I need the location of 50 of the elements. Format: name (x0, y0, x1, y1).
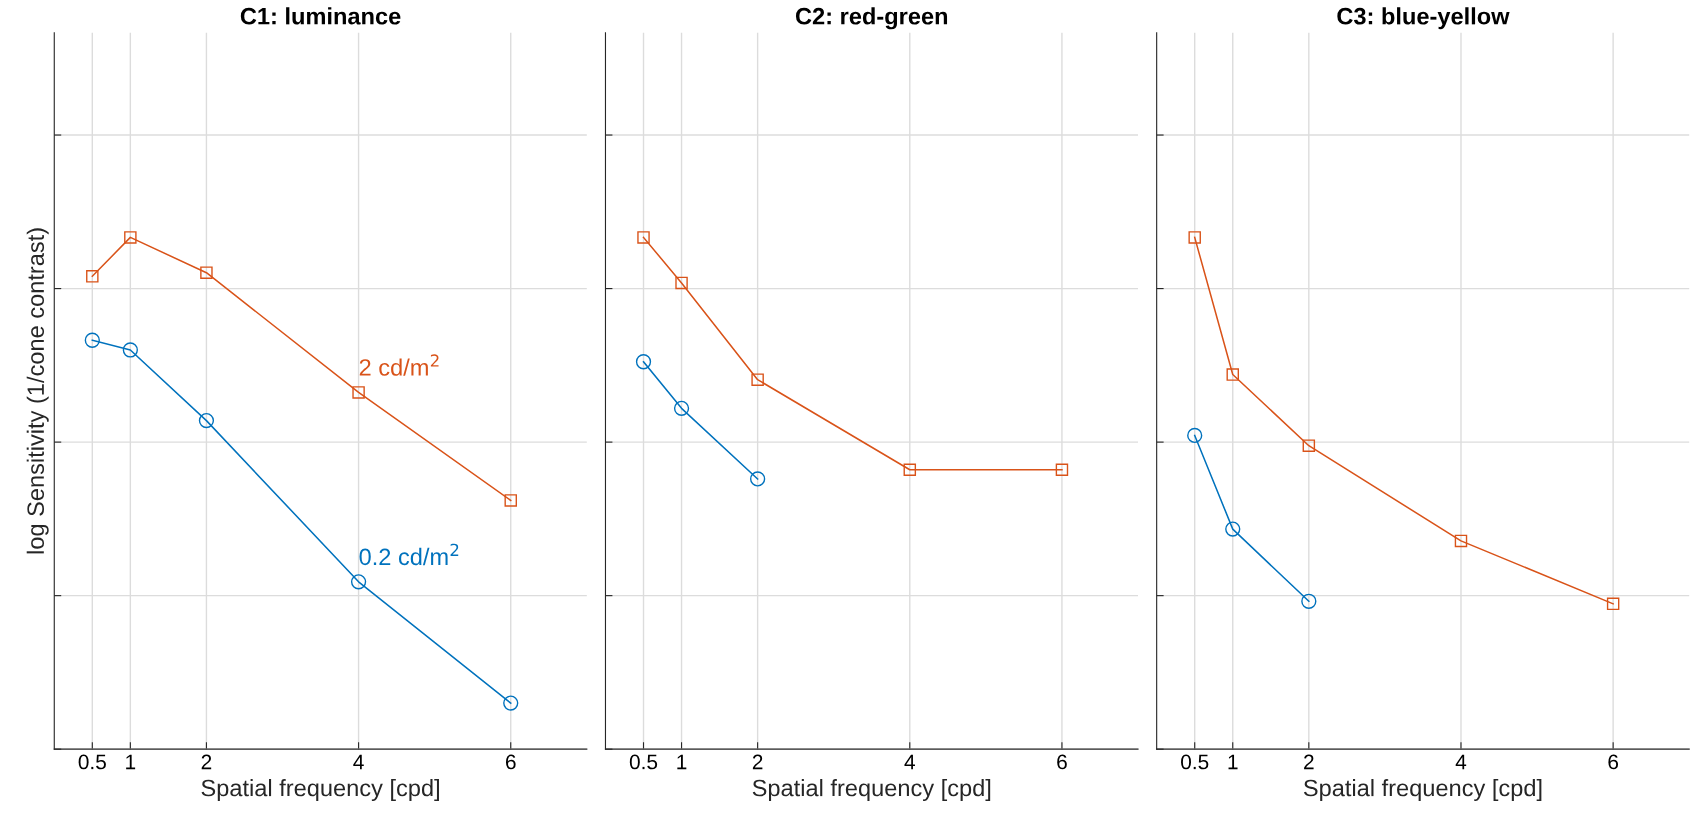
x-tick-label: 4 (353, 754, 364, 770)
y-axis-title: log Sensitivity (1/cone contrast) (26, 228, 49, 554)
point (751, 373, 764, 386)
point (749, 471, 766, 487)
point (1055, 463, 1069, 476)
point (675, 276, 688, 290)
x-tick-label: 2 (201, 754, 212, 770)
annotation: 0.2 cd/m$^{2}$ (359, 543, 459, 566)
x-tick-label: 0.5 (1181, 754, 1209, 770)
point (637, 231, 650, 244)
point (86, 270, 99, 283)
x-tick-label: 4 (1455, 754, 1467, 770)
x-axis-title: Spatial frequency [cpd] (1303, 779, 1542, 802)
point (1226, 368, 1240, 381)
point (124, 231, 137, 244)
x-tick-label: 2 (752, 754, 763, 770)
point (1301, 593, 1317, 609)
chart-title: C1: luminance (240, 7, 401, 25)
point (350, 574, 367, 590)
point (1606, 597, 1620, 611)
point (903, 463, 917, 476)
point (1225, 521, 1241, 537)
point (198, 412, 215, 429)
annotation: 2 cd/m$^{2}$ (359, 354, 439, 376)
x-tick-label: 6 (506, 754, 516, 770)
point (673, 400, 690, 416)
x-axis-title: Spatial frequency [cpd] (752, 779, 991, 802)
point (503, 695, 519, 711)
point (1188, 231, 1201, 244)
x-tick-label: 0.5 (78, 754, 106, 770)
x-axis-title: Spatial frequency [cpd] (201, 779, 439, 802)
x-tick-label: 1 (1228, 754, 1238, 770)
point (122, 342, 138, 358)
x-tick-label: 2 (1304, 754, 1314, 770)
point (1187, 427, 1203, 444)
chart-title: C2: red-green (795, 7, 948, 30)
point (84, 332, 100, 348)
x-tick-label: 6 (1057, 754, 1067, 770)
point (1454, 534, 1468, 548)
x-tick-label: 6 (1608, 754, 1619, 770)
point (1302, 439, 1316, 452)
x-tick-label: 1 (126, 754, 136, 770)
point (200, 266, 213, 279)
point (352, 386, 365, 399)
x-tick-label: 0.5 (629, 754, 658, 770)
x-tick-label: 1 (677, 754, 687, 770)
point (504, 494, 517, 507)
point (635, 354, 652, 370)
x-tick-label: 4 (904, 754, 915, 770)
chart-title: C3: blue-yellow (1337, 7, 1510, 30)
